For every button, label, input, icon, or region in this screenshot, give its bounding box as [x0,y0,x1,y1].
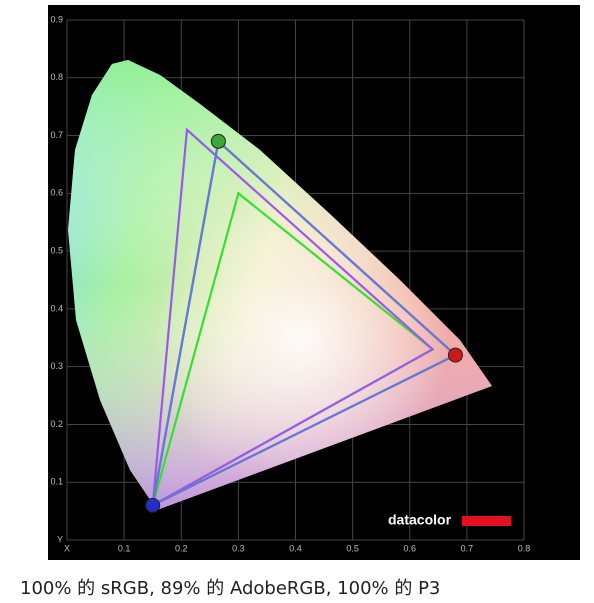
x-tick-label: 0.7 [461,543,474,553]
x-tick-label: 0.8 [518,543,531,553]
y-tick-label: 0.9 [50,14,63,24]
x-tick-label: 0.3 [232,543,245,553]
x-tick-label: 0.4 [289,543,302,553]
x-tick-label: 0.5 [346,543,359,553]
spectral-locus [68,60,492,510]
y-tick-label: 0.3 [50,361,63,371]
gamut-triangle [151,139,458,508]
y-tick-label: 0.1 [50,477,63,487]
primary-point [210,133,226,149]
logo: datacolor [388,512,452,528]
chart: datacolor X 0.1 0.2 0.3 0.4 0.5 0.6 0.7 0.8 Y 0.1 0… [48,5,580,560]
logo-bar [462,516,511,526]
marks [145,127,463,513]
y-tick-label: 0.2 [50,419,63,429]
x-tick-label: 0.1 [118,543,131,553]
y-tick-label: 0.7 [50,130,63,140]
y-tick-label: 0.4 [50,303,63,313]
caption: 100% 的 sRGB, 89% 的 AdobeRGB, 100% 的 P3 [20,578,441,599]
primary-point [447,347,463,363]
y-tick-label: Y [57,534,63,544]
y-tick-label: 0.8 [50,72,63,82]
primary-point [145,497,161,513]
gamut-triangle [151,127,435,508]
x-tick-label: 0.6 [403,543,416,553]
x-tick-label: X [64,543,70,553]
y-tick-label: 0.6 [50,188,63,198]
x-tick-label: 0.2 [175,543,188,553]
y-tick-label: 0.5 [50,245,63,255]
